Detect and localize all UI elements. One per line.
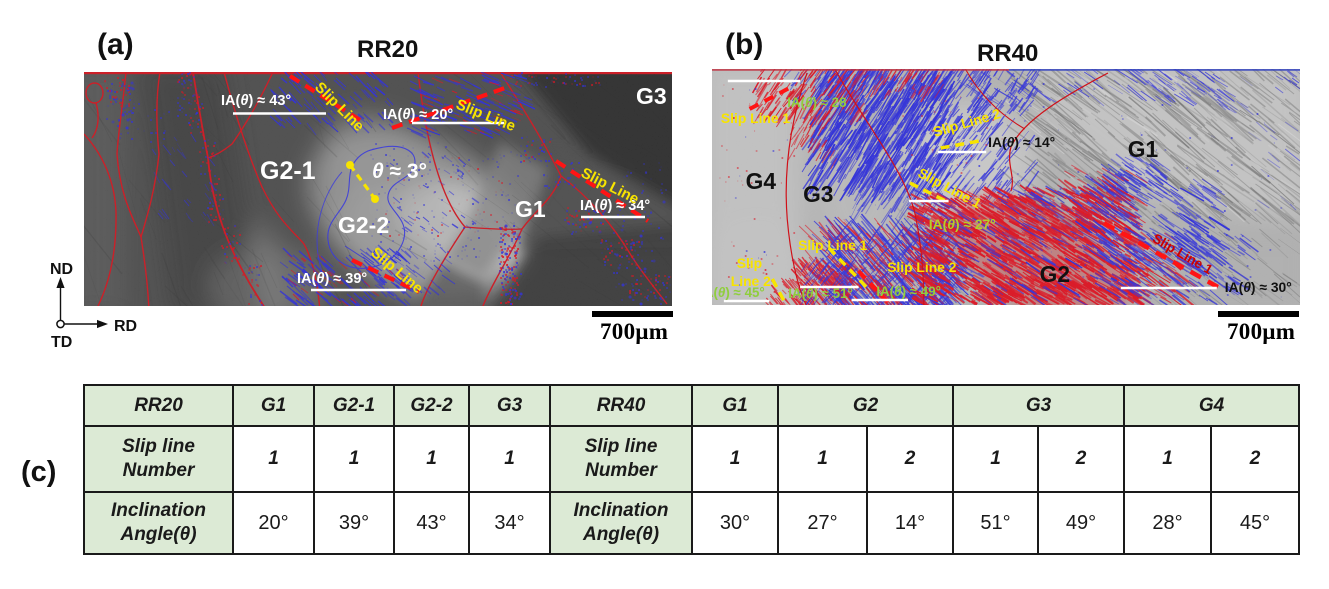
svg-text:Slip Line 2: Slip Line 2 bbox=[887, 259, 956, 275]
svg-text:RD: RD bbox=[114, 318, 137, 335]
svg-text:IA(θ) ≈ 34°: IA(θ) ≈ 34° bbox=[580, 198, 650, 214]
svg-text:θ ≈ 3°: θ ≈ 3° bbox=[372, 160, 427, 183]
svg-text:G1: G1 bbox=[1128, 136, 1159, 162]
svg-text:G2: G2 bbox=[1040, 261, 1070, 287]
svg-text:IA(θ) ≈ 27°: IA(θ) ≈ 27° bbox=[929, 216, 996, 232]
svg-text:G3: G3 bbox=[636, 83, 667, 109]
svg-text:IA(θ) ≈ 14°: IA(θ) ≈ 14° bbox=[988, 134, 1055, 150]
svg-text:Slip Line 1: Slip Line 1 bbox=[798, 237, 867, 253]
svg-text:G2-2: G2-2 bbox=[338, 212, 389, 238]
svg-text:G3: G3 bbox=[803, 181, 833, 207]
svg-text:IA(θ) ≈ 45°: IA(θ) ≈ 45° bbox=[712, 285, 765, 300]
svg-text:TD: TD bbox=[51, 334, 72, 351]
svg-text:Slip: Slip bbox=[737, 255, 762, 271]
svg-text:IA(θ) ≈ 39°: IA(θ) ≈ 39° bbox=[297, 271, 367, 287]
svg-text:IA(θ) ≈ 28: IA(θ) ≈ 28 bbox=[787, 95, 847, 110]
svg-text:Slip Line 1: Slip Line 1 bbox=[721, 110, 790, 126]
svg-text:G4: G4 bbox=[746, 168, 777, 194]
svg-text:IA(θ) ≈ 30°: IA(θ) ≈ 30° bbox=[1225, 279, 1292, 295]
svg-text:G1: G1 bbox=[515, 196, 546, 222]
svg-text:IA(θ) ≈ 51°: IA(θ) ≈ 51° bbox=[788, 286, 853, 301]
svg-text:IA(θ) ≈ 43°: IA(θ) ≈ 43° bbox=[221, 93, 291, 109]
svg-text:G2-1: G2-1 bbox=[260, 157, 316, 185]
svg-text:Line 2: Line 2 bbox=[731, 273, 771, 289]
svg-text:ND: ND bbox=[50, 261, 73, 278]
svg-text:IA(θ) ≈ 49°: IA(θ) ≈ 49° bbox=[876, 284, 941, 299]
svg-text:IA(θ) ≈ 20°: IA(θ) ≈ 20° bbox=[383, 107, 453, 123]
